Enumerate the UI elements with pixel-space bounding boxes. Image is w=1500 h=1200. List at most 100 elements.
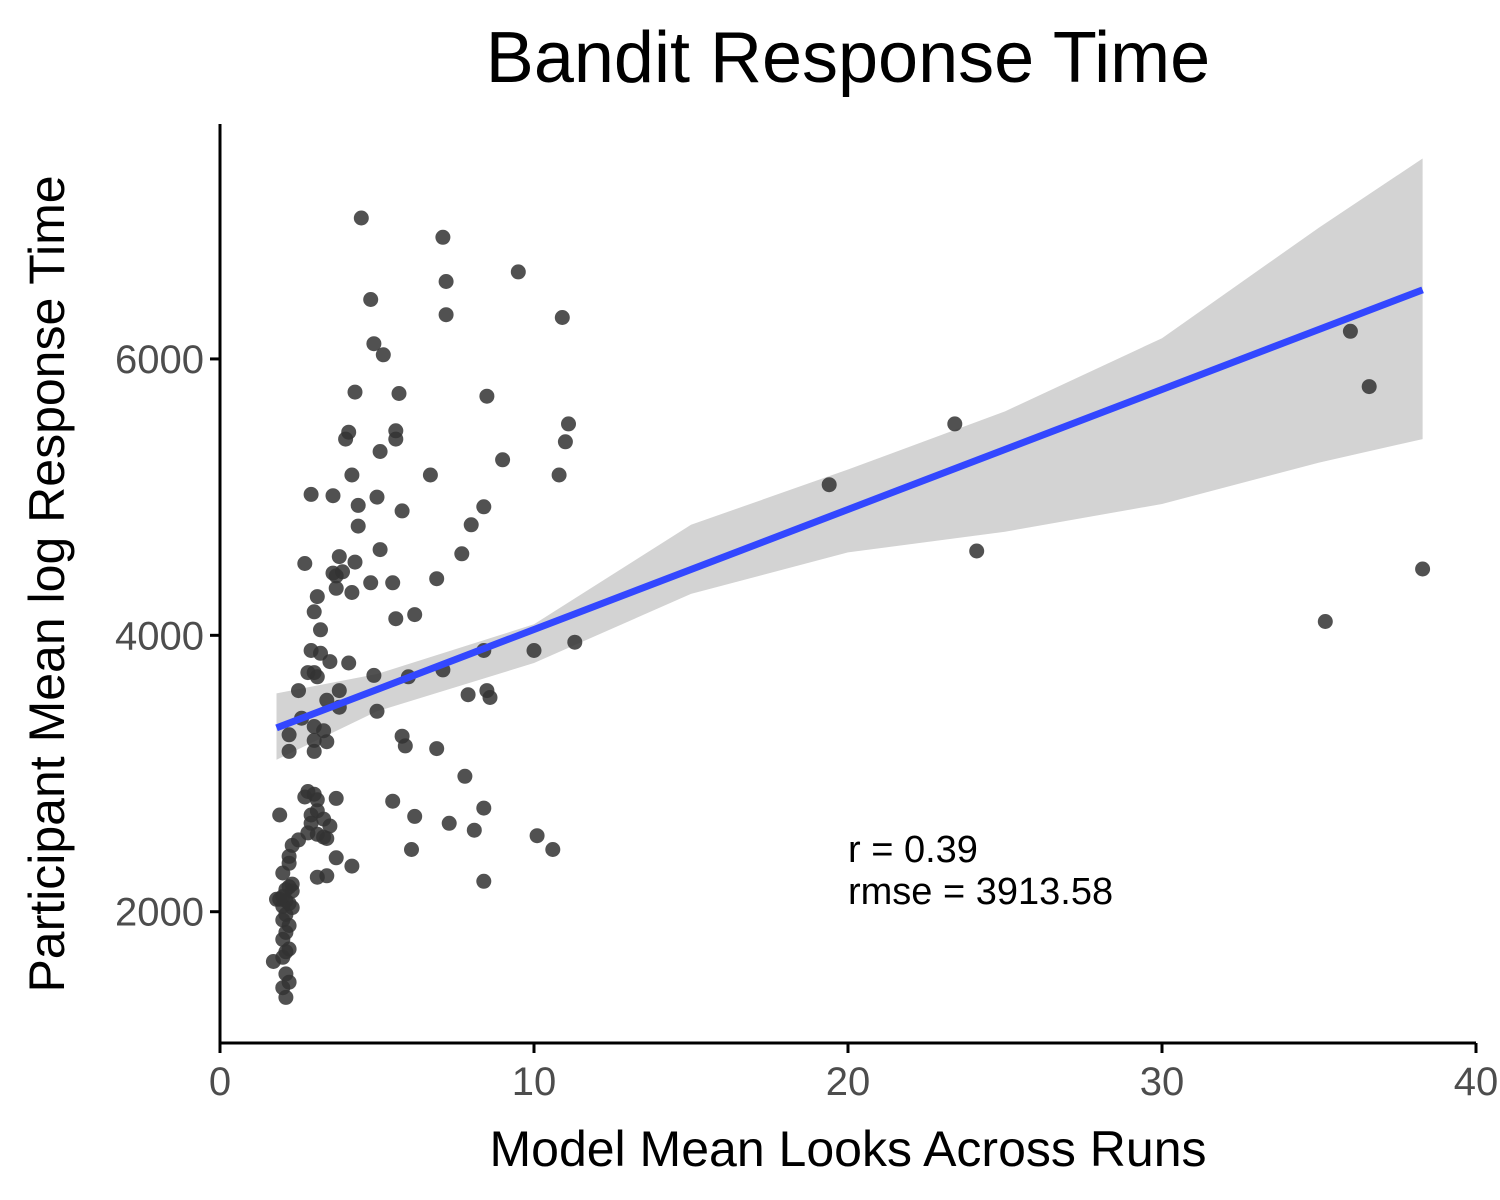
data-point: [328, 850, 344, 866]
data-point: [429, 571, 445, 587]
data-point: [319, 734, 335, 750]
data-point: [529, 828, 545, 844]
data-point: [457, 768, 473, 784]
data-point: [322, 818, 338, 834]
data-point: [476, 499, 492, 515]
rmse-annotation: rmse = 3913.58: [848, 871, 1113, 913]
data-point: [495, 452, 511, 468]
data-point: [476, 873, 492, 889]
data-point: [325, 488, 341, 504]
x-tick-label: 10: [512, 1060, 557, 1104]
data-point: [482, 690, 498, 705]
data-point: [388, 431, 404, 447]
data-point: [969, 543, 985, 559]
regression-line: [275, 286, 1424, 732]
data-point: [319, 831, 335, 846]
data-point: [372, 542, 388, 558]
data-point: [510, 264, 526, 280]
data-point: [476, 800, 492, 816]
data-point: [353, 210, 369, 226]
data-point: [306, 604, 322, 620]
data-point: [366, 336, 382, 352]
data-point: [291, 683, 306, 699]
plot-area: [265, 158, 1431, 1005]
data-point: [303, 486, 319, 502]
data-point: [438, 274, 454, 289]
data-point: [341, 655, 357, 671]
x-axis-title: Model Mean Looks Across Runs: [489, 1121, 1206, 1177]
data-point: [322, 654, 338, 670]
data-point: [328, 568, 344, 584]
data-point: [281, 727, 297, 743]
data-point: [344, 467, 360, 483]
data-point: [394, 503, 410, 519]
data-point: [545, 842, 561, 857]
y-axis-ticks: 2000 4000 6000: [115, 338, 220, 935]
data-point: [429, 741, 445, 757]
data-point: [344, 585, 360, 600]
x-axis-ticks: 0 10 20 30 40: [209, 1043, 1498, 1104]
data-point: [567, 634, 583, 650]
data-point: [388, 611, 404, 627]
data-point: [1415, 561, 1431, 577]
data-point: [338, 431, 354, 447]
data-point: [561, 416, 576, 432]
data-point: [265, 954, 281, 969]
data-point: [947, 416, 963, 432]
data-point: [460, 687, 476, 703]
data-point: [363, 575, 379, 591]
data-point: [551, 467, 567, 483]
data-point: [306, 732, 322, 748]
data-point: [278, 989, 294, 1005]
data-point: [297, 789, 313, 805]
data-point: [366, 667, 382, 683]
data-point: [313, 622, 328, 638]
correlation-annotation: r = 0.39: [848, 829, 978, 871]
data-point: [369, 703, 385, 719]
data-point: [526, 643, 542, 658]
data-point: [344, 858, 360, 874]
data-point: [309, 589, 325, 605]
data-point: [466, 822, 482, 838]
data-point: [328, 580, 344, 596]
data-point: [479, 388, 495, 404]
data-point: [350, 497, 366, 513]
data-point: [363, 292, 379, 307]
data-points: [265, 210, 1431, 1005]
data-point: [407, 808, 423, 824]
data-point: [385, 575, 401, 591]
data-point: [275, 865, 291, 881]
data-point: [372, 444, 388, 459]
data-point: [297, 556, 313, 571]
confidence-band: [276, 158, 1423, 760]
data-point: [557, 434, 573, 450]
data-point: [404, 842, 419, 857]
data-point: [306, 743, 322, 759]
data-point: [375, 347, 391, 363]
data-point: [1342, 323, 1358, 339]
data-point: [369, 489, 385, 505]
data-point: [347, 384, 363, 400]
data-point: [328, 790, 344, 806]
chart-title: Bandit Response Time: [486, 18, 1210, 98]
data-point: [309, 869, 325, 885]
data-point: [272, 807, 288, 823]
y-tick-label: 4000: [115, 614, 204, 658]
data-point: [385, 793, 401, 809]
data-point: [309, 669, 325, 685]
data-point: [391, 386, 407, 401]
y-axis-title: Participant Mean log Response Time: [19, 175, 75, 992]
data-point: [1317, 614, 1333, 629]
data-point: [331, 549, 347, 565]
data-point: [350, 518, 366, 534]
data-point: [438, 307, 454, 323]
x-tick-label: 30: [1140, 1060, 1185, 1104]
data-point: [281, 743, 297, 759]
data-point: [821, 477, 837, 493]
data-point: [1361, 379, 1377, 395]
data-point: [397, 738, 413, 754]
data-point: [554, 310, 570, 325]
data-point: [441, 815, 457, 831]
x-tick-label: 0: [209, 1060, 231, 1104]
